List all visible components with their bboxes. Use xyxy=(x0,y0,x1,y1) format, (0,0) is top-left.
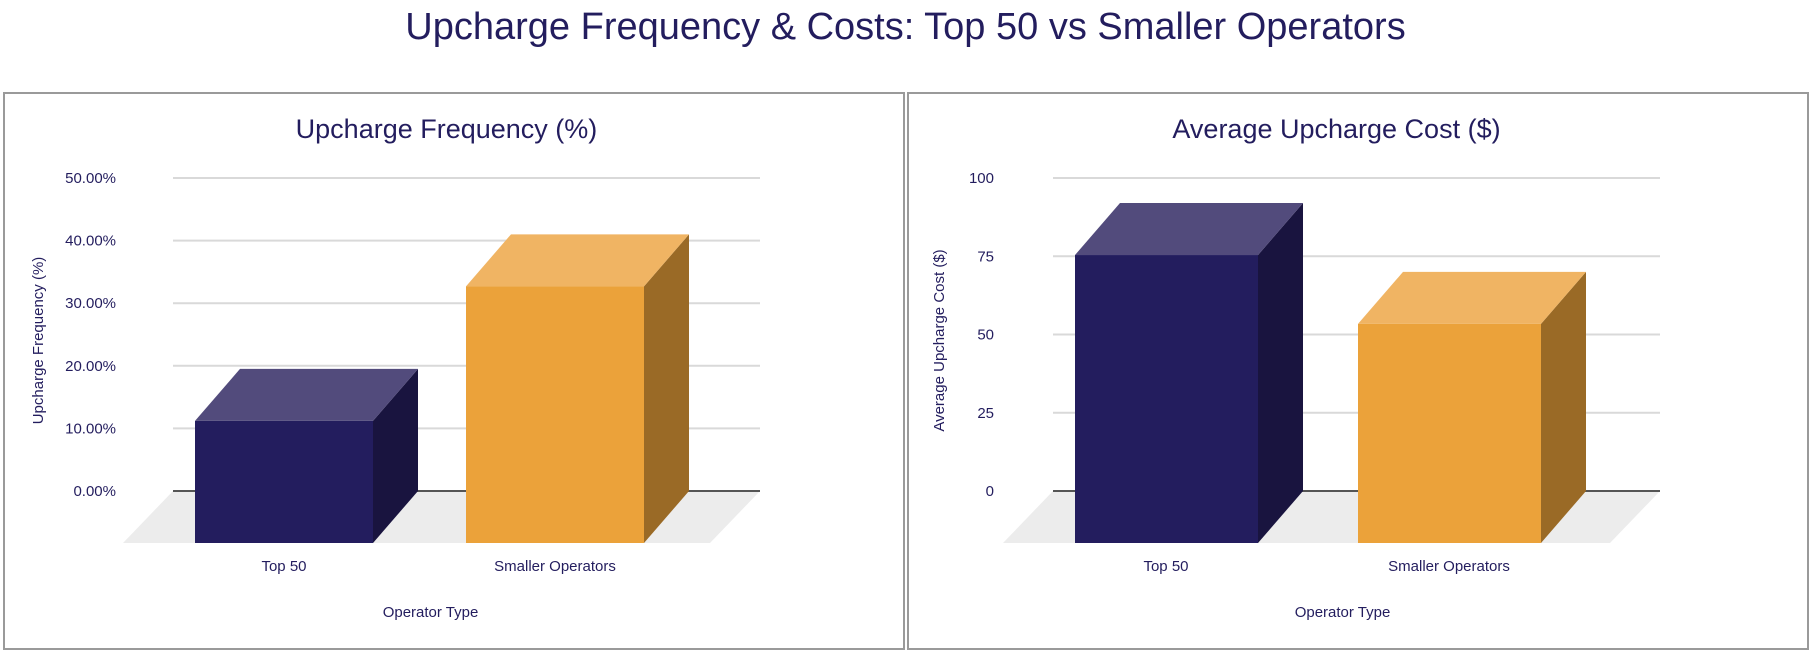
x-tick-label: Smaller Operators xyxy=(1388,558,1510,575)
bar-side-face xyxy=(644,234,689,543)
frequency-chart-panel: Upcharge Frequency (%) 0.00% 10.00% 20.00% 3… xyxy=(3,92,905,650)
y-tick-label: 0.00% xyxy=(73,483,116,500)
y-tick-label: 25 xyxy=(977,405,994,422)
bar-top-face xyxy=(1358,271,1586,324)
bar-side-face xyxy=(1541,271,1586,543)
bar-front-face xyxy=(1358,323,1541,543)
y-tick-label: 0 xyxy=(986,483,994,500)
y-tick-label: 40.00% xyxy=(65,233,116,250)
bar-smaller-operators xyxy=(1358,271,1586,543)
bar-front-face xyxy=(1075,255,1258,544)
y-tick-label: 100 xyxy=(969,170,994,187)
chart-title: Average Upcharge Cost ($) xyxy=(1172,114,1500,144)
bar-side-face xyxy=(1258,203,1303,543)
y-tick-label: 30.00% xyxy=(65,295,116,312)
bar-top-face xyxy=(1075,203,1303,256)
y-tick-label: 75 xyxy=(977,248,994,265)
bar-top-face xyxy=(195,368,418,421)
bar-front-face xyxy=(466,286,644,543)
bar-side-face xyxy=(373,368,418,543)
y-tick-label: 50 xyxy=(977,327,994,344)
y-tick-label: 20.00% xyxy=(65,358,116,375)
bar-smaller-operators xyxy=(466,234,689,543)
y-tick-label: 50.00% xyxy=(65,170,116,187)
y-axis-label: Average Upcharge Cost ($) xyxy=(931,249,948,431)
x-axis-label: Operator Type xyxy=(383,604,479,621)
bar-top-face xyxy=(466,234,689,287)
cost-chart: Average Upcharge Cost ($) 0 25 50 75 100 Avera… xyxy=(931,114,1660,621)
y-axis-label: Upcharge Frequency (%) xyxy=(30,257,47,425)
x-tick-label: Top 50 xyxy=(1143,558,1188,575)
main-title: Upcharge Frequency & Costs: Top 50 vs Sm… xyxy=(405,6,1406,48)
y-tick-label: 10.00% xyxy=(65,420,116,437)
frequency-chart: Upcharge Frequency (%) 0.00% 10.00% 20.00% 3… xyxy=(30,114,760,621)
chart-title: Upcharge Frequency (%) xyxy=(296,114,598,144)
bar-front-face xyxy=(195,420,373,543)
x-tick-label: Smaller Operators xyxy=(494,558,616,575)
cost-chart-panel: Average Upcharge Cost ($) 0 25 50 75 100 Avera… xyxy=(907,92,1809,650)
bar-top-50 xyxy=(1075,203,1303,544)
x-axis-label: Operator Type xyxy=(1295,604,1391,621)
x-tick-label: Top 50 xyxy=(261,558,306,575)
bar-top-50 xyxy=(195,368,418,543)
